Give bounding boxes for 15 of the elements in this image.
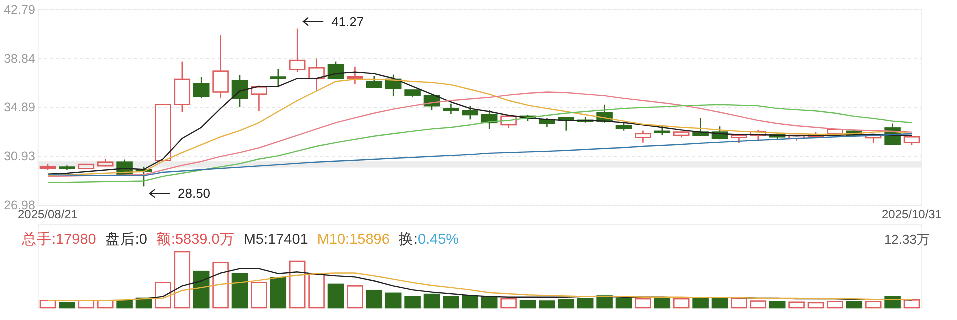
text: 0.45% <box>418 232 460 248</box>
y-tick-label: 42.79 <box>4 3 36 17</box>
y-tick-label: 30.93 <box>4 150 36 164</box>
text: 额:5839.0万 <box>156 231 235 248</box>
text: 盘后:0 <box>105 231 148 248</box>
text: M10:15896 <box>317 232 390 248</box>
text: 换: <box>398 231 418 248</box>
annotation: 41.27 <box>332 14 364 30</box>
text: 总手:17980 <box>21 231 96 248</box>
y-tick-label: 38.84 <box>4 52 36 66</box>
x-tick-label: 2025/10/31 <box>882 208 942 222</box>
text: 12.33万 <box>884 232 930 247</box>
annotation: 28.50 <box>178 186 211 202</box>
y-tick-label: 34.89 <box>4 100 36 115</box>
text: M5:17401 <box>244 232 308 248</box>
